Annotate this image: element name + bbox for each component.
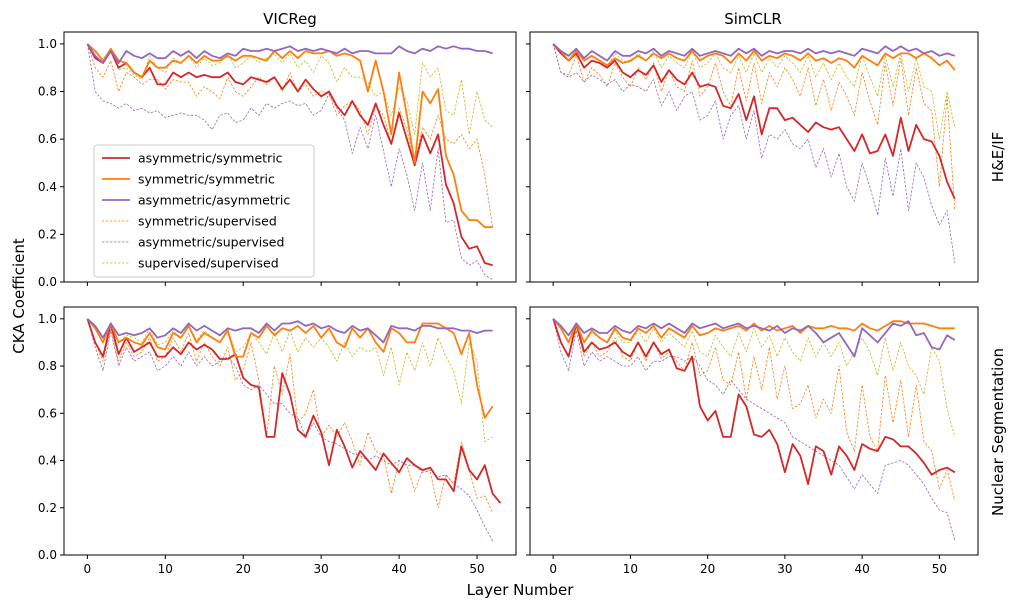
legend-label: symmetric/symmetric bbox=[138, 172, 275, 187]
legend-label: asymmetric/asymmetric bbox=[138, 193, 290, 208]
series-line-asymmetric-symmetric bbox=[552, 43, 956, 200]
series-line-asymmetric-supervised bbox=[552, 43, 956, 264]
series-line-asymmetric-asymmetric bbox=[86, 43, 493, 64]
series-line-symmetric-supervised bbox=[552, 43, 956, 211]
x-tick-label: 10 bbox=[158, 562, 173, 576]
panel-0: 0.0 0.2 0.4 0.6 0.8 1.0 bbox=[38, 31, 517, 289]
panel-2: 0 10 20 30 40 50 0.0 0.2 0.4 0.6 0.8 1.0 bbox=[38, 306, 517, 576]
series-line-asymmetric-asymmetric bbox=[552, 318, 956, 358]
legend-label: asymmetric/symmetric bbox=[138, 151, 283, 166]
y-tick-label: 0.8 bbox=[38, 85, 57, 99]
series-line-symmetric-symmetric bbox=[552, 43, 956, 71]
series-line-asymmetric-supervised bbox=[87, 318, 493, 541]
x-tick-label: 10 bbox=[623, 562, 638, 576]
panel-1 bbox=[526, 31, 979, 286]
panel-3: 0 10 20 30 40 50 bbox=[526, 306, 979, 576]
series-line-symmetric-supervised bbox=[552, 318, 956, 501]
series-line-symmetric-symmetric bbox=[86, 318, 494, 419]
axes-frame bbox=[529, 306, 979, 556]
x-tick-label: 30 bbox=[314, 562, 329, 576]
series-line-asymmetric-symmetric bbox=[552, 318, 956, 486]
series-line-symmetric-symmetric bbox=[552, 318, 955, 344]
legend-box bbox=[93, 144, 315, 278]
legend-label: supervised/supervised bbox=[138, 256, 279, 271]
col-title-simclr: SimCLR bbox=[724, 10, 782, 28]
legend-label: asymmetric/supervised bbox=[138, 235, 284, 250]
panels: 0.00.20.40.60.81.00 10 20 30 40 500.00.20.40.… bbox=[38, 31, 979, 576]
y-tick-label: 0.6 bbox=[38, 406, 57, 420]
x-tick-label: 0 bbox=[549, 562, 557, 576]
axes-frame bbox=[529, 31, 979, 283]
series-line-supervised-supervised bbox=[87, 43, 493, 135]
y-tick-label: 1.0 bbox=[38, 312, 57, 326]
row-label-he-if: H&E/IF bbox=[989, 132, 1007, 183]
col-title-vicreg: VICReg bbox=[263, 10, 317, 28]
legend: asymmetric/symmetric symmetric/symmetric a… bbox=[93, 144, 315, 278]
y-tick-label: 0.0 bbox=[38, 548, 57, 562]
axes-frame bbox=[63, 306, 517, 556]
y-tick-label: 0.8 bbox=[38, 359, 57, 373]
y-tick-label: 0.4 bbox=[38, 454, 57, 468]
y-tick-label: 0.2 bbox=[38, 227, 57, 241]
x-tick-label: 20 bbox=[700, 562, 715, 576]
series-line-asymmetric-supervised bbox=[87, 43, 493, 280]
y-tick-label: 0.2 bbox=[38, 501, 57, 515]
y-tick-label: 1.0 bbox=[38, 37, 57, 51]
series-line-asymmetric-symmetric bbox=[86, 43, 493, 267]
series-line-supervised-supervised bbox=[87, 318, 493, 443]
series-line-asymmetric-supervised bbox=[552, 318, 956, 541]
legend-label: symmetric/supervised bbox=[138, 214, 277, 229]
series-line-supervised-supervised bbox=[552, 318, 956, 438]
x-tick-label: 0 bbox=[84, 562, 92, 576]
x-tick-label: 30 bbox=[777, 562, 792, 576]
series-line-symmetric-symmetric bbox=[86, 43, 493, 229]
series-line-asymmetric-asymmetric bbox=[552, 43, 956, 62]
axes-frame bbox=[63, 31, 517, 283]
x-tick-label: 40 bbox=[854, 562, 869, 576]
y-tick-label: 0.0 bbox=[38, 275, 57, 289]
series-line-asymmetric-symmetric bbox=[86, 318, 502, 504]
x-tick-label: 50 bbox=[469, 562, 484, 576]
y-axis-label: CKA Coefficient bbox=[10, 238, 28, 354]
series-line-symmetric-supervised bbox=[87, 318, 493, 513]
y-tick-label: 0.4 bbox=[38, 180, 57, 194]
y-tick-label: 0.6 bbox=[38, 132, 57, 146]
x-axis-label: Layer Number bbox=[467, 581, 575, 599]
series-line-asymmetric-asymmetric bbox=[86, 318, 493, 344]
x-tick-label: 20 bbox=[236, 562, 251, 576]
row-label-nuclear-segmentation: Nuclear Segmentation bbox=[989, 348, 1007, 516]
x-tick-label: 40 bbox=[391, 562, 406, 576]
x-tick-label: 50 bbox=[932, 562, 947, 576]
